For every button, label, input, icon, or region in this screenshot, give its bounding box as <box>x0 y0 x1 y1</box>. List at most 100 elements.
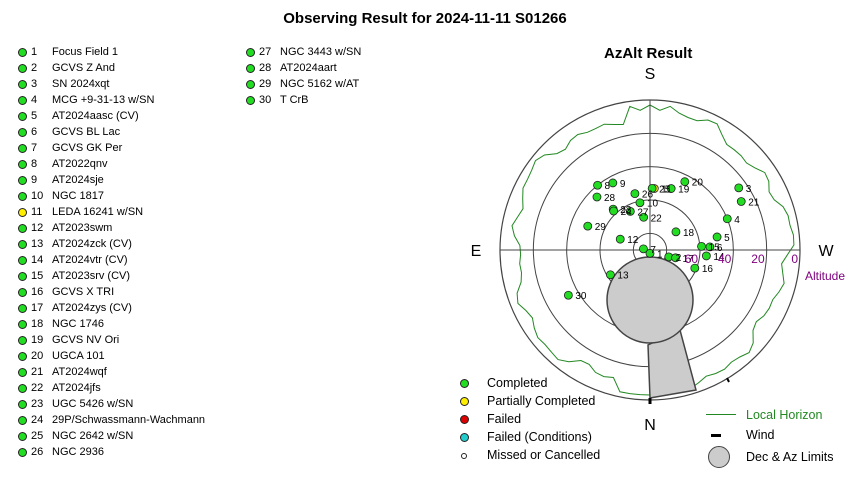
target-number: 3 <box>31 78 38 90</box>
plot-point-label: 28 <box>604 193 616 204</box>
status-dot <box>18 80 27 89</box>
plot-point <box>606 270 615 280</box>
compass-east-label: E <box>471 243 482 260</box>
altitude-tick-label: 40 <box>718 252 732 266</box>
status-dot <box>18 400 27 409</box>
status-dot <box>18 288 27 297</box>
target-number: 15 <box>31 270 44 282</box>
plot-point-label: 1 <box>657 249 663 260</box>
target-number: 21 <box>31 366 44 378</box>
plot-point <box>635 198 645 208</box>
plot-point-label: 4 <box>734 215 740 226</box>
altitude-axis-label: Altitude <box>805 269 845 283</box>
target-number: 23 <box>31 398 44 410</box>
plot-point-label: 24 <box>621 207 633 218</box>
plot-point-label: 26 <box>642 190 654 201</box>
status-dot <box>18 256 27 265</box>
status-dot <box>18 48 27 57</box>
status-dot <box>18 160 27 169</box>
plot-point-label: 7 <box>650 245 656 256</box>
legend-label: Completed <box>487 376 548 390</box>
target-number: 2 <box>31 62 38 74</box>
target-number: 13 <box>31 238 44 250</box>
status-dot <box>246 64 255 73</box>
target-number: 24 <box>31 414 44 426</box>
target-name: AT2024zck (CV) <box>52 238 132 250</box>
target-name: AT2024jfs <box>52 382 101 394</box>
local-horizon-swatch <box>706 414 736 415</box>
status-dot <box>18 352 27 361</box>
target-name: UGCA 101 <box>52 350 105 362</box>
target-number: 18 <box>31 318 44 330</box>
status-dot <box>18 368 27 377</box>
target-name: GCVS BL Lac <box>52 126 121 138</box>
target-name: Focus Field 1 <box>52 46 119 58</box>
plot-point-label: 29 <box>595 222 607 233</box>
target-name: NGC 1817 <box>52 190 104 202</box>
wind-swatch <box>711 434 721 437</box>
page-title: Observing Result for 2024-11-11 S01266 <box>283 10 567 27</box>
target-name: NGC 2642 w/SN <box>52 430 134 442</box>
plot-point-label: 10 <box>647 199 659 210</box>
status-dot <box>18 224 27 233</box>
target-number: 4 <box>31 94 38 106</box>
target-number: 20 <box>31 350 44 362</box>
target-number: 29 <box>259 78 272 90</box>
plot-point-label: 13 <box>617 271 629 282</box>
plot-point <box>680 177 690 187</box>
status-dot <box>18 176 27 185</box>
plot-point <box>705 242 715 252</box>
target-number: 11 <box>31 206 43 218</box>
target-name: NGC 1746 <box>52 318 104 330</box>
target-number: 5 <box>31 110 38 122</box>
target-name: AT2024aasc (CV) <box>52 110 139 122</box>
plot-point <box>645 248 655 258</box>
legend-status-dot <box>460 397 469 406</box>
plot-point <box>639 212 649 222</box>
altitude-tick-label: 0 <box>791 252 798 266</box>
plot-point-label: 23 <box>620 205 632 216</box>
altitude-tick-label: 60 <box>685 252 699 266</box>
target-name: NGC 3443 w/SN <box>280 46 362 58</box>
target-name: LEDA 16241 w/SN <box>52 206 144 218</box>
legend-label: Dec & Az Limits <box>746 450 834 464</box>
compass-west-label: W <box>818 243 834 260</box>
legend-label: Failed <box>487 412 522 426</box>
plot-point-label: 3 <box>746 184 752 195</box>
target-name: AT2024vtr (CV) <box>52 254 128 266</box>
legend-label: Wind <box>746 428 775 442</box>
plot-point-label: 17 <box>683 254 695 265</box>
plot-point <box>712 232 722 242</box>
status-dot <box>18 96 27 105</box>
status-dot <box>18 208 27 217</box>
plot-point-label: 9 <box>620 179 626 190</box>
target-number: 1 <box>31 46 38 58</box>
plot-point-label: 2 <box>676 253 682 264</box>
target-number: 8 <box>31 158 38 170</box>
target-name: GCVS X TRI <box>52 286 115 298</box>
status-dot <box>18 336 27 345</box>
status-dot <box>18 304 27 313</box>
plot-point <box>647 183 657 193</box>
plot-point-label: 25 <box>659 184 671 195</box>
target-name: GCVS NV Ori <box>52 334 120 346</box>
plot-point <box>592 192 602 202</box>
target-number: 28 <box>259 62 272 74</box>
compass-south-label: S <box>645 66 656 83</box>
legend-label: Partially Completed <box>487 394 596 408</box>
target-number: 9 <box>31 174 38 186</box>
legend-label: Local Horizon <box>746 408 823 422</box>
target-name: AT2024zys (CV) <box>52 302 132 314</box>
wind-marker <box>726 377 730 383</box>
status-dot <box>246 80 255 89</box>
target-name: MCG +9-31-13 w/SN <box>52 94 155 106</box>
plot-point-label: 18 <box>683 228 695 239</box>
plot-point-label: 22 <box>651 213 663 224</box>
target-number: 25 <box>31 430 44 442</box>
status-dot <box>18 64 27 73</box>
plot-point-label: 12 <box>627 235 639 246</box>
status-dot <box>246 96 255 105</box>
target-number: 17 <box>31 302 44 314</box>
target-number: 27 <box>259 46 272 58</box>
